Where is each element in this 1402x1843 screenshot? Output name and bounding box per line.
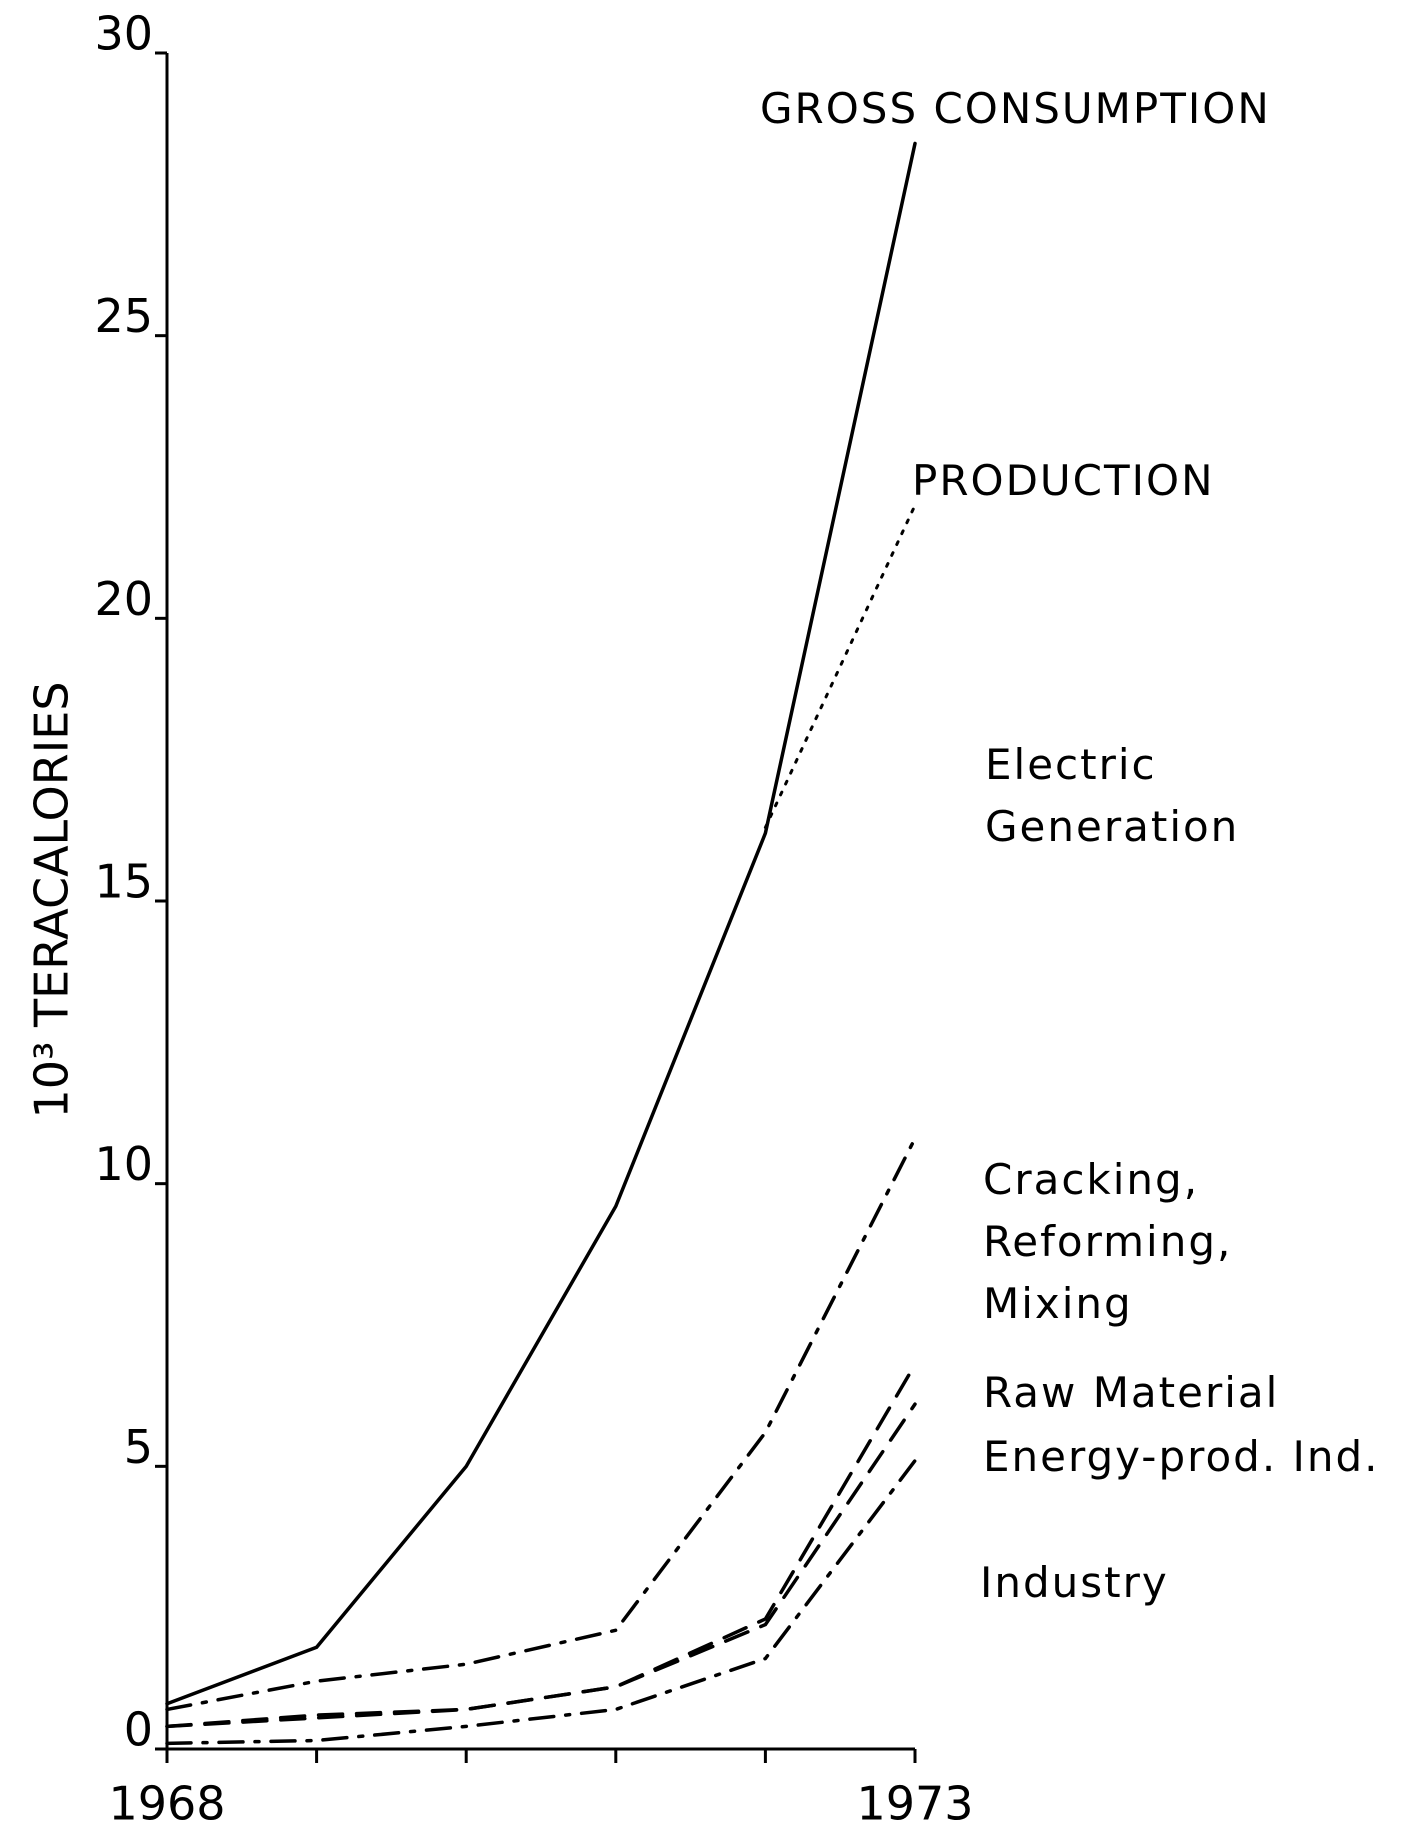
legend-label: Cracking, Reforming, Mixing bbox=[983, 1155, 1233, 1328]
y-tick-label: 25 bbox=[94, 289, 153, 343]
legend-label: GROSS CONSUMPTION bbox=[760, 84, 1271, 133]
annotation: Electric Generation bbox=[985, 740, 1240, 851]
y-tick-label: 20 bbox=[94, 572, 153, 626]
x-tick-label: 1973 bbox=[856, 1777, 973, 1831]
series-line bbox=[763, 503, 917, 830]
y-axis-label: 10³ TERACALORIES bbox=[25, 681, 79, 1118]
legend-label: Energy-prod. Ind. bbox=[983, 1432, 1380, 1481]
y-tick-label: 0 bbox=[124, 1703, 153, 1757]
y-tick-label: 15 bbox=[94, 855, 153, 909]
series-line bbox=[165, 141, 917, 1706]
series-line bbox=[165, 1458, 917, 1746]
series-line bbox=[165, 1362, 917, 1729]
series-line bbox=[165, 1402, 917, 1729]
legend-label: Raw Material bbox=[983, 1368, 1280, 1417]
legend-label: Industry bbox=[980, 1558, 1169, 1607]
y-tick-label: 5 bbox=[124, 1420, 153, 1474]
y-tick-label: 30 bbox=[94, 7, 153, 61]
legend-label: PRODUCTION bbox=[912, 456, 1215, 505]
x-tick-label: 1968 bbox=[108, 1777, 225, 1831]
series-line bbox=[165, 1136, 917, 1712]
y-tick-label: 10 bbox=[94, 1137, 153, 1191]
